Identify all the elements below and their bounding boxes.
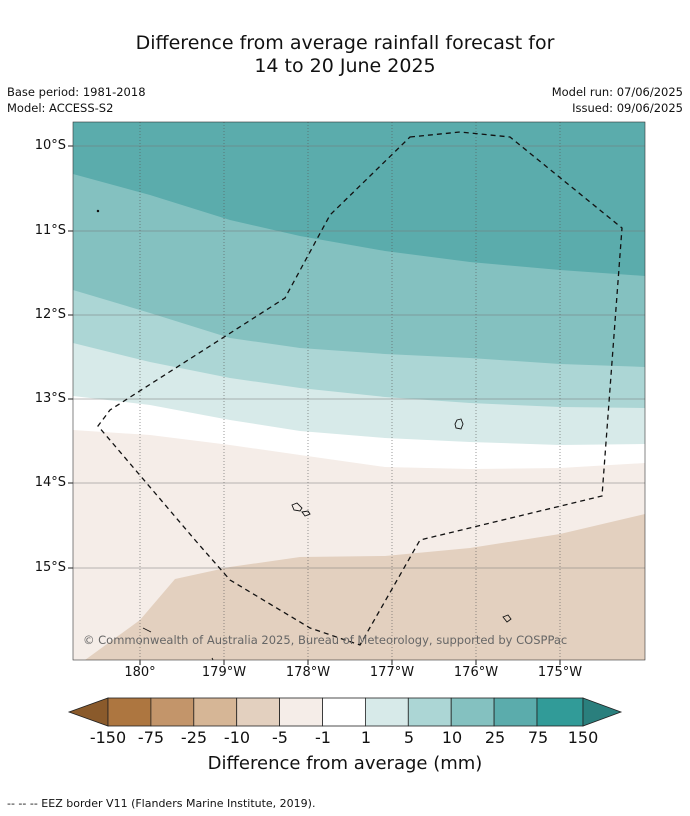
- model-run: Model run: 07/06/2025: [551, 85, 683, 99]
- colorbar-tick-label: 25: [484, 728, 506, 747]
- lat-label-14s: 14°S: [34, 475, 66, 490]
- colorbar-cell: [193, 697, 238, 727]
- lat-label-15s: 15°S: [34, 560, 66, 575]
- colorbar-cell: [407, 697, 452, 727]
- colorbar-cell: [536, 697, 584, 727]
- colorbar-cell: [236, 697, 280, 727]
- eez-border: [97, 131, 623, 646]
- lat-label-12s: 12°S: [34, 307, 66, 322]
- island-shape: [301, 510, 311, 517]
- band-25-75: [73, 122, 645, 276]
- colorbar-tick-label: 75: [527, 728, 549, 747]
- colorbar-cell: [150, 697, 195, 727]
- title-line-1: Difference from average rainfall forecas…: [135, 32, 555, 54]
- lon-label-178w: 178°W: [285, 665, 331, 680]
- island-shape: [211, 657, 214, 661]
- colorbar: [67, 697, 623, 727]
- colorbar-tick-label: -10: [223, 728, 251, 747]
- title-line-2: 14 to 20 June 2025: [254, 55, 436, 77]
- colorbar-tick-label: -150: [89, 728, 127, 747]
- lon-ticks: [139, 660, 561, 665]
- model-name: Model: ACCESS-S2: [7, 101, 114, 115]
- issued-date: Issued: 09/06/2025: [572, 101, 683, 115]
- lat-label-11s: 11°S: [34, 223, 66, 238]
- lon-label-176w: 176°W: [453, 665, 499, 680]
- islands: [96, 209, 512, 661]
- colorbar-cell: [107, 697, 152, 727]
- island-dot: [96, 209, 100, 213]
- base-period: Base period: 1981-2018: [7, 85, 146, 99]
- island-shape: [454, 418, 464, 430]
- colorbar-tick-label: -25: [180, 728, 208, 747]
- colorbar-tick-label: -75: [137, 728, 165, 747]
- lon-label-179w: 179°W: [201, 665, 247, 680]
- eez-footnote: -- -- -- EEZ border V11 (Flanders Marine…: [7, 797, 316, 810]
- island-shape: [142, 627, 152, 633]
- band-minus10-minus5: [85, 514, 645, 660]
- gridlines: [73, 122, 645, 660]
- colorbar-cell: [322, 697, 366, 727]
- colorbar-tick-label: 10: [441, 728, 463, 747]
- map-border: [72, 121, 646, 661]
- island-shape: [502, 614, 512, 623]
- copyright-notice: © Commonwealth of Australia 2025, Bureau…: [83, 633, 568, 647]
- colorbar-above-max: [582, 697, 623, 727]
- colorbar-cell: [279, 697, 323, 727]
- colorbar-tick-label: 5: [403, 728, 415, 747]
- lat-ticks: [68, 145, 73, 569]
- lon-label-175w: 175°W: [537, 665, 583, 680]
- lat-label-10s: 10°S: [34, 138, 66, 153]
- colorbar-tick-label: 150: [567, 728, 599, 747]
- colorbar-tick-label: -1: [315, 728, 331, 747]
- lat-label-13s: 13°S: [34, 391, 66, 406]
- lon-label-177w: 177°W: [369, 665, 415, 680]
- rainfall-bands: [73, 122, 645, 660]
- island-shape: [291, 502, 303, 512]
- colorbar-cell: [450, 697, 495, 727]
- colorbar-cell: [493, 697, 538, 727]
- colorbar-cell: [364, 697, 409, 727]
- colorbar-tick-label: 1: [360, 728, 372, 747]
- colorbar-tick-label: -5: [272, 728, 288, 747]
- colorbar-title: Difference from average (mm): [207, 753, 483, 774]
- lon-label-180: 180°: [124, 665, 156, 680]
- colorbar-below-min: [67, 697, 109, 727]
